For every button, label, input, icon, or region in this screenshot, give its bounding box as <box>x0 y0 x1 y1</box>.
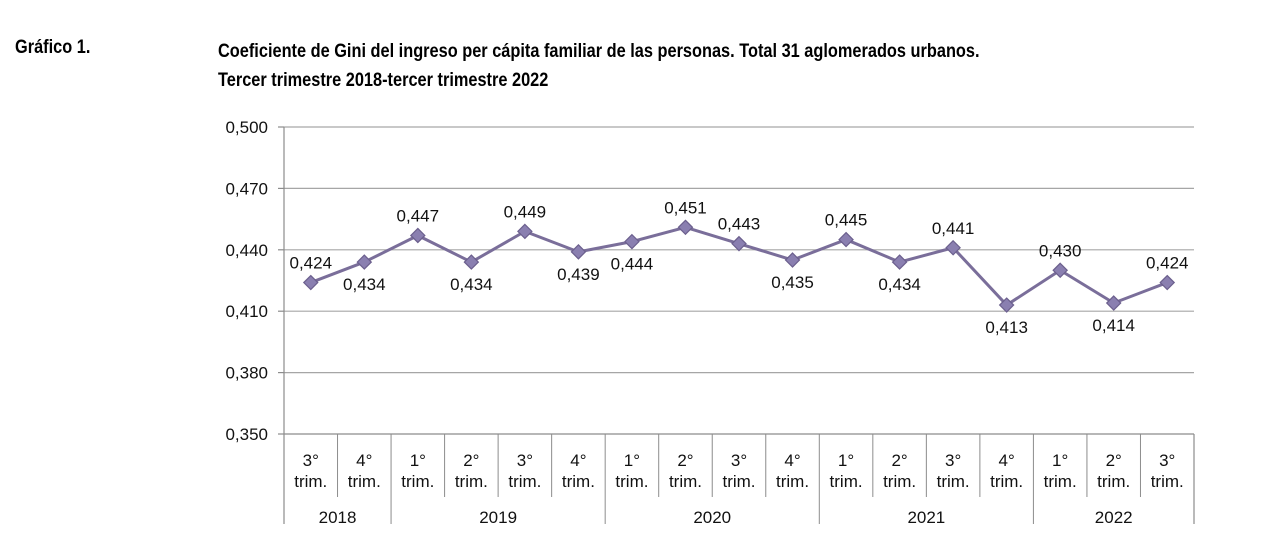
data-label: 0,445 <box>825 211 868 230</box>
category-label-unit: trim. <box>990 472 1023 491</box>
data-point-marker <box>731 235 747 252</box>
category-label-unit: trim. <box>615 472 648 491</box>
data-point-marker <box>1159 274 1176 291</box>
category-label-num: 1° <box>838 451 854 470</box>
category-label-unit: trim. <box>722 472 755 491</box>
category-label-num: 3° <box>945 451 961 470</box>
data-label: 0,434 <box>343 275 386 294</box>
data-point-marker <box>838 231 854 248</box>
data-label: 0,434 <box>878 275 921 294</box>
data-label: 0,413 <box>985 318 1028 337</box>
category-label-num: 1° <box>1052 451 1068 470</box>
year-label: 2019 <box>479 508 517 527</box>
category-label-unit: trim. <box>401 472 434 491</box>
category-label-unit: trim. <box>455 472 488 491</box>
category-label-unit: trim. <box>1097 472 1130 491</box>
data-label: 0,424 <box>1146 254 1189 273</box>
category-label-num: 1° <box>624 451 640 470</box>
category-label-num: 3° <box>731 451 747 470</box>
data-label: 0,439 <box>557 265 600 284</box>
data-point-marker <box>677 219 694 236</box>
y-tick-label: 0,350 <box>225 425 268 444</box>
data-point-marker <box>463 254 480 270</box>
category-label-num: 2° <box>1106 451 1122 470</box>
figure-label: Gráfico 1. <box>15 37 91 58</box>
data-point-marker <box>945 239 961 256</box>
y-tick-label: 0,440 <box>225 241 268 260</box>
category-label-unit: trim. <box>669 472 702 491</box>
data-point-marker <box>1052 262 1069 279</box>
category-label-unit: trim. <box>1044 472 1077 491</box>
data-label: 0,414 <box>1092 316 1135 335</box>
data-label: 0,444 <box>611 255 654 274</box>
category-label-unit: trim. <box>776 472 809 491</box>
chart-title: Coeficiente de Gini del ingreso per cápi… <box>218 41 980 62</box>
category-label-unit: trim. <box>1151 472 1184 491</box>
category-label-num: 3° <box>1159 451 1175 470</box>
category-label-num: 2° <box>891 451 907 470</box>
category-label-num: 1° <box>410 451 426 470</box>
category-label-num: 4° <box>356 451 372 470</box>
chart-subtitle: Tercer trimestre 2018-tercer trimestre 2… <box>218 70 549 91</box>
label-layer: 0,424 0,434 0,447 0,434 0,449 0,439 0,444 0,451… <box>289 198 1188 337</box>
category-label-num: 3° <box>517 451 533 470</box>
data-label: 0,424 <box>289 254 332 273</box>
category-label-unit: trim. <box>508 472 541 491</box>
category-label-num: 2° <box>677 451 693 470</box>
data-point-marker <box>409 227 426 244</box>
data-label: 0,434 <box>450 275 493 294</box>
y-tick-label: 0,380 <box>225 364 268 383</box>
data-point-marker <box>517 223 533 240</box>
y-tick-label: 0,500 <box>225 118 268 137</box>
year-label: 2022 <box>1095 508 1133 527</box>
category-label-unit: trim. <box>562 472 595 491</box>
data-point-marker <box>998 297 1015 313</box>
year-label: 2020 <box>693 508 731 527</box>
data-label: 0,449 <box>504 202 547 221</box>
data-point-marker <box>356 254 373 270</box>
category-label-num: 2° <box>463 451 479 470</box>
data-point-marker <box>891 254 908 270</box>
data-label: 0,435 <box>771 273 814 292</box>
data-point-marker <box>570 243 587 260</box>
category-label-unit: trim. <box>830 472 863 491</box>
axis-layer: 0,350 0,380 0,410 0,440 0,470 0,500 3° trim. 4° t… <box>225 118 1195 527</box>
chart-title-block: Coeficiente de Gini del ingreso per cápi… <box>218 37 980 95</box>
category-label-num: 4° <box>784 451 800 470</box>
category-label-num: 4° <box>570 451 586 470</box>
data-label: 0,430 <box>1039 241 1082 260</box>
y-tick-label: 0,410 <box>225 302 268 321</box>
series-layer <box>302 219 1176 313</box>
category-label-num: 3° <box>303 451 319 470</box>
y-tick-label: 0,470 <box>225 179 268 198</box>
category-label-num: 4° <box>999 451 1015 470</box>
data-label: 0,447 <box>397 206 440 225</box>
data-label: 0,441 <box>932 219 975 238</box>
data-point-marker <box>1105 295 1122 311</box>
category-label-unit: trim. <box>294 472 327 491</box>
data-point-marker <box>302 274 319 291</box>
grid-layer <box>284 126 1194 374</box>
category-label-unit: trim. <box>937 472 970 491</box>
data-point-marker <box>624 233 640 250</box>
category-label-unit: trim. <box>883 472 916 491</box>
category-label-unit: trim. <box>348 472 381 491</box>
data-label: 0,443 <box>718 215 761 234</box>
data-point-marker <box>784 252 801 268</box>
data-label: 0,451 <box>664 198 707 217</box>
year-label: 2018 <box>319 508 357 527</box>
year-label: 2021 <box>907 508 945 527</box>
